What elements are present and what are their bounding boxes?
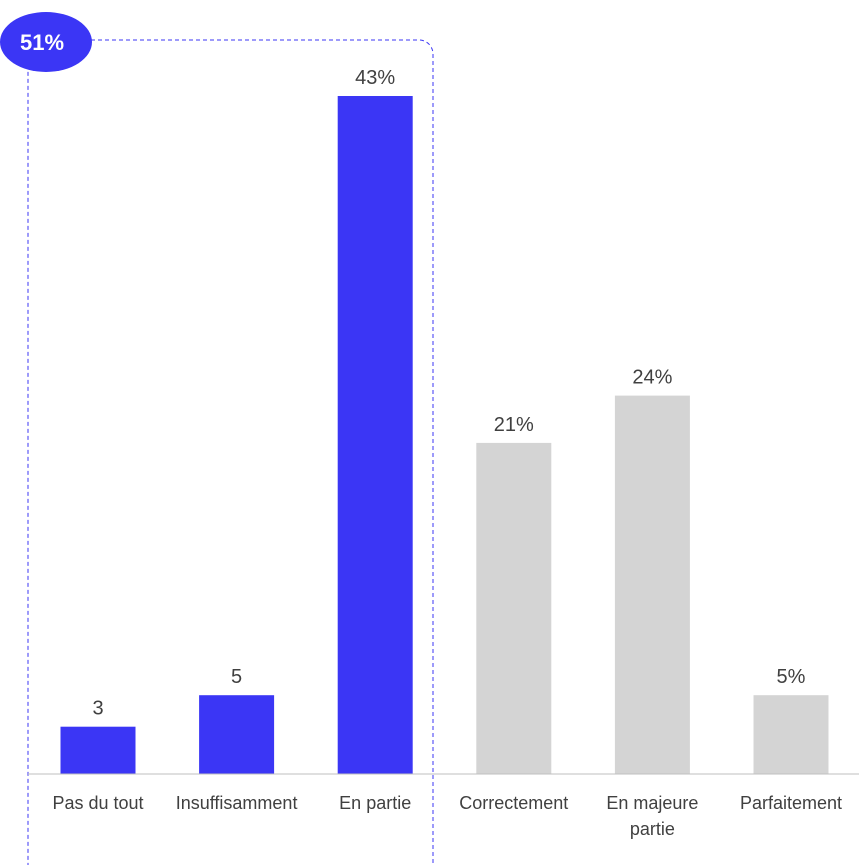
bar-3	[476, 442, 552, 774]
group-badge-shape	[0, 12, 92, 72]
bar-5	[753, 695, 829, 774]
x-tick-label-4: En majeure partie	[606, 793, 698, 839]
x-tick-labels: Pas du tout Insuffisamment En partie Correc…	[52, 793, 842, 839]
data-label-0: 3	[92, 698, 103, 720]
highlight-group-border	[27, 39, 434, 865]
data-labels: 3 5 43% 21% 24% 5%	[92, 67, 805, 720]
data-label-1: 5	[231, 666, 242, 688]
x-tick-label-0: Pas du tout	[52, 793, 143, 813]
x-tick-label-5: Parfaitement	[740, 793, 842, 813]
bar-1	[199, 695, 275, 774]
group-badge-label: 51%	[20, 30, 64, 55]
data-label-3: 21%	[494, 414, 534, 436]
x-tick-label-1: Insuffisamment	[176, 793, 298, 813]
group-badge: 51%	[0, 12, 92, 72]
x-tick-label-2: En partie	[339, 793, 411, 813]
bar-2	[337, 96, 413, 774]
data-label-2: 43%	[355, 67, 395, 89]
bar-4	[614, 395, 690, 774]
data-label-4: 24%	[632, 367, 672, 389]
x-tick-label-3: Correctement	[459, 793, 568, 813]
highlight-group	[27, 39, 434, 865]
bar-0	[60, 726, 136, 774]
data-label-5: 5%	[777, 666, 806, 688]
bars	[60, 96, 829, 774]
